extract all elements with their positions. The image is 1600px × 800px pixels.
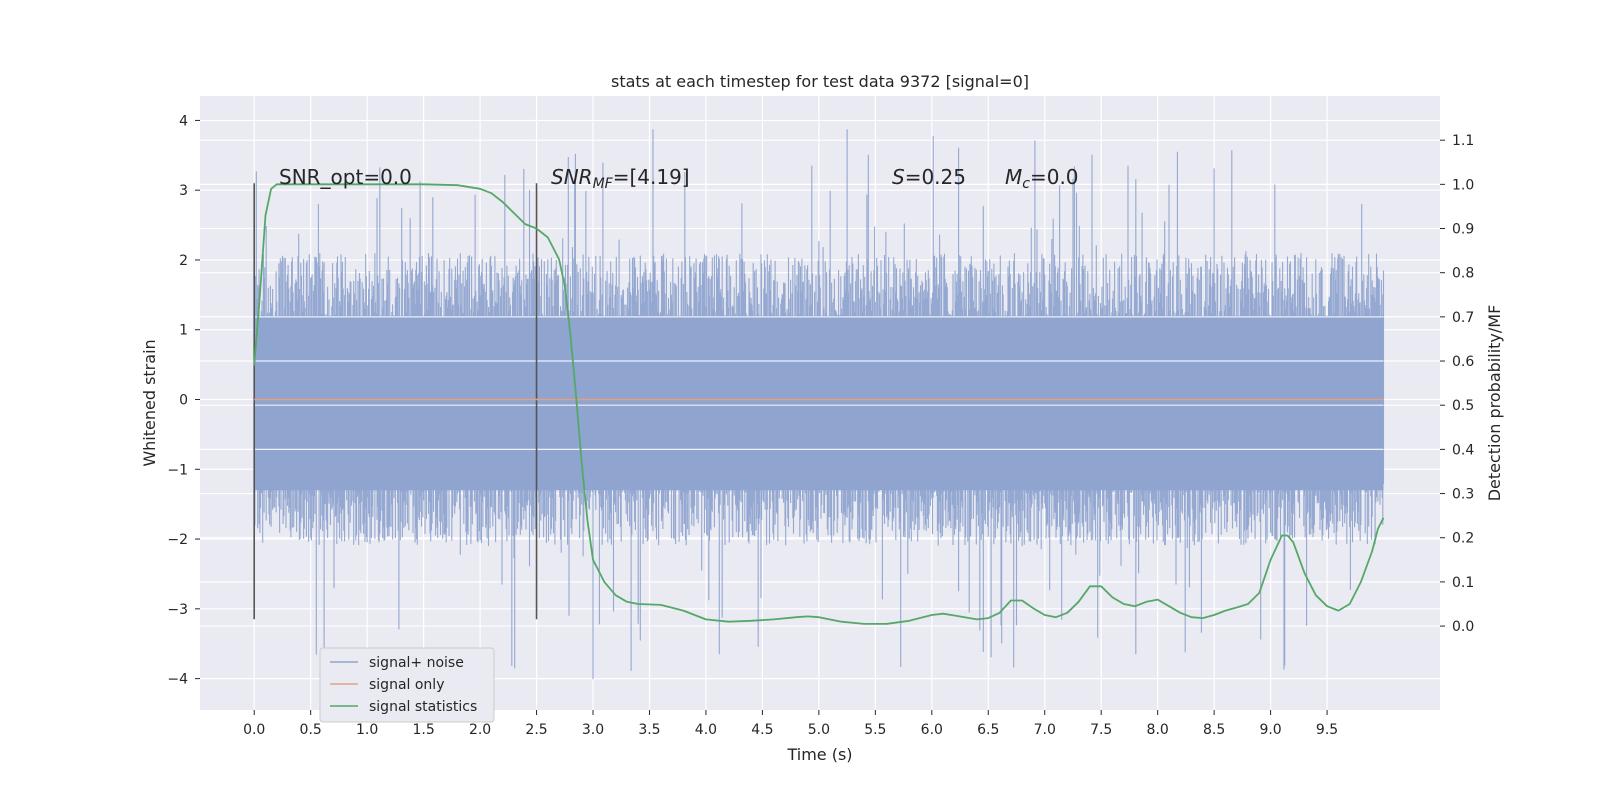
right-y-tick-label-9: 0.9: [1452, 222, 1474, 238]
snr-mf-value: =[4.19]: [613, 165, 690, 189]
x-tick-label-7: 3.5: [638, 722, 660, 738]
right-y-tick-labels: 0.0 0.1 0.2 0.3 0.4 0.5 0.6 0.7 0.8 0.9 1.0 1.1: [1440, 133, 1474, 635]
annotations: SNR_opt=0.0 SNRMF=[4.19] S=0.25 Mc=0.0: [279, 165, 1079, 192]
x-tick-label-17: 8.5: [1203, 722, 1225, 738]
y-tick-label-4: 0: [179, 393, 188, 409]
chart-title: stats at each timestep for test data 937…: [611, 72, 1029, 91]
series-signal-noise-core: [254, 315, 1384, 491]
x-tick-label-15: 7.5: [1090, 722, 1112, 738]
x-tick-label-10: 5.0: [808, 722, 830, 738]
y-axis-label: Whitened strain: [140, 339, 159, 466]
legend-box: [319, 647, 495, 723]
x-tick-label-8: 4.0: [695, 722, 717, 738]
x-tick-label-12: 6.0: [921, 722, 943, 738]
annotation-snr-opt: SNR_opt=0.0: [279, 165, 412, 189]
right-y-tick-label-10: 1.0: [1452, 177, 1474, 193]
right-y-tick-label-2: 0.2: [1452, 531, 1474, 547]
x-tick-label-19: 9.5: [1316, 722, 1338, 738]
right-y-tick-label-7: 0.7: [1452, 310, 1474, 326]
x-tick-label-2: 1.0: [356, 722, 378, 738]
x-tick-label-9: 4.5: [751, 722, 773, 738]
x-axis-label: Time (s): [786, 745, 852, 764]
x-tick-label-1: 0.5: [300, 722, 322, 738]
right-y-axis-label: Detection probability/MF: [1485, 305, 1504, 502]
s-symbol: S: [892, 165, 905, 189]
legend-label-signal-noise: signal+ noise: [369, 655, 464, 671]
legend-label-signal-statistics: signal statistics: [369, 699, 477, 715]
mc-subscript: c: [1022, 176, 1030, 192]
snr-mf-symbol: SNR: [551, 165, 593, 189]
mc-symbol: M: [1005, 165, 1022, 189]
x-tick-label-3: 1.5: [412, 722, 434, 738]
y-tick-label-5: 1: [179, 323, 188, 339]
y-tick-label-0: −4: [167, 672, 188, 688]
y-tick-label-8: 4: [179, 113, 188, 129]
right-y-tick-label-6: 0.6: [1452, 354, 1474, 370]
right-y-tick-label-8: 0.8: [1452, 266, 1474, 282]
y-tick-label-7: 3: [179, 183, 188, 199]
x-tick-label-11: 5.5: [864, 722, 886, 738]
right-y-tick-label-4: 0.4: [1452, 442, 1474, 458]
legend: signal+ noise signal only signal statist…: [319, 647, 495, 723]
snr-mf-subscript: MF: [593, 176, 614, 192]
right-y-tick-label-1: 0.1: [1452, 575, 1474, 591]
s-value: =0.25: [905, 165, 966, 189]
x-tick-label-4: 2.0: [469, 722, 491, 738]
x-tick-label-5: 2.5: [525, 722, 547, 738]
noise-series: [253, 129, 1385, 680]
line-series: [253, 183, 1385, 625]
series-signal-statistics: [253, 183, 1385, 625]
y-tick-label-2: −2: [167, 532, 188, 548]
x-tick-label-6: 3.0: [582, 722, 604, 738]
right-y-tick-label-5: 0.5: [1452, 398, 1474, 414]
right-y-tick-label-11: 1.1: [1452, 133, 1474, 149]
y-tick-label-3: −1: [167, 462, 188, 478]
legend-label-signal-only: signal only: [369, 677, 444, 693]
y-tick-labels: −4 −3 −2 −1 0 1 2 3 4: [167, 113, 200, 688]
right-y-tick-label-3: 0.3: [1452, 487, 1474, 503]
x-tick-label-18: 9.0: [1259, 722, 1281, 738]
annotation-snr-mf: SNRMF=[4.19]: [551, 165, 690, 192]
y-tick-label-1: −3: [167, 602, 188, 618]
annotation-s: S=0.25: [892, 165, 966, 189]
x-tick-label-16: 8.0: [1147, 722, 1169, 738]
vertical-markers: [253, 183, 538, 620]
y-tick-label-6: 2: [179, 253, 188, 269]
x-tick-label-13: 6.5: [977, 722, 999, 738]
annotation-mc: Mc=0.0: [1005, 165, 1079, 192]
x-tick-label-14: 7.0: [1034, 722, 1056, 738]
x-tick-label-0: 0.0: [243, 722, 265, 738]
x-tick-labels: 0.0 0.5 1.0 1.5 2.0 2.5 3.0 3.5 4.0 4.5 5.0 5.5 6.0 6…: [243, 710, 1338, 738]
mc-value: =0.0: [1030, 165, 1079, 189]
right-y-tick-label-0: 0.0: [1452, 619, 1474, 635]
